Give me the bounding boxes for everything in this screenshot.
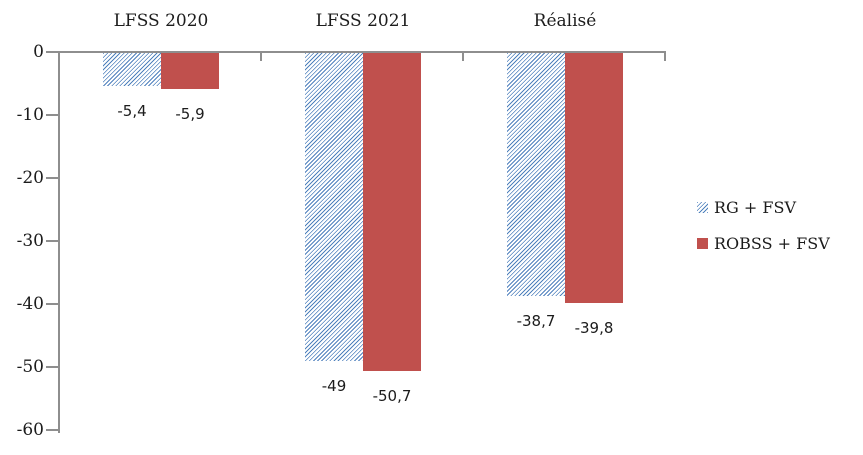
y-axis-tick xyxy=(46,114,58,116)
bar-robss-fsv xyxy=(363,53,421,372)
bar-value-label: -49 xyxy=(321,376,347,395)
category-label: Réalisé xyxy=(533,11,597,31)
bar-robss-fsv xyxy=(161,53,219,90)
legend-item-robss-fsv: ROBSS + FSV xyxy=(697,233,830,253)
y-axis-tick-label: 0 xyxy=(33,42,44,62)
y-axis-tick xyxy=(46,51,58,53)
bar-value-label: -50,7 xyxy=(372,387,412,406)
solid-swatch-icon xyxy=(697,237,708,249)
category-boundary-tick xyxy=(664,53,666,61)
y-axis-line xyxy=(58,51,60,433)
category-boundary-tick xyxy=(462,53,464,61)
category-label: LFSS 2020 xyxy=(113,11,209,31)
y-axis-tick-label: -50 xyxy=(16,357,44,377)
legend-label: RG + FSV xyxy=(714,197,797,217)
y-axis-tick-label: -10 xyxy=(16,105,44,125)
bar-rg-fsv xyxy=(305,53,363,361)
bar-robss-fsv xyxy=(565,53,623,303)
bar-rg-fsv xyxy=(103,53,161,87)
y-axis-tick xyxy=(46,177,58,179)
y-axis-tick xyxy=(46,366,58,368)
legend: RG + FSV ROBSS + FSV xyxy=(690,0,863,455)
category-boundary-tick xyxy=(260,53,262,61)
hatched-swatch-icon xyxy=(697,201,708,213)
category-label: LFSS 2021 xyxy=(315,11,411,31)
bar-rg-fsv xyxy=(507,53,565,296)
bar-value-label: -5,9 xyxy=(175,105,205,124)
x-axis-zero-line xyxy=(58,51,666,53)
legend-label: ROBSS + FSV xyxy=(714,233,830,253)
y-axis-tick xyxy=(46,240,58,242)
y-axis-tick xyxy=(46,303,58,305)
y-axis-tick xyxy=(46,429,58,431)
bar-value-label: -39,8 xyxy=(574,318,614,337)
y-axis-tick-label: -30 xyxy=(16,231,44,251)
legend-item-rg-fsv: RG + FSV xyxy=(697,197,796,217)
bar-value-label: -38,7 xyxy=(516,311,556,330)
category-boundary-tick xyxy=(58,53,60,61)
y-axis-tick-label: -60 xyxy=(16,420,44,440)
bar-value-label: -5,4 xyxy=(117,102,147,121)
y-axis-tick-label: -40 xyxy=(16,294,44,314)
y-axis-tick-label: -20 xyxy=(16,168,44,188)
